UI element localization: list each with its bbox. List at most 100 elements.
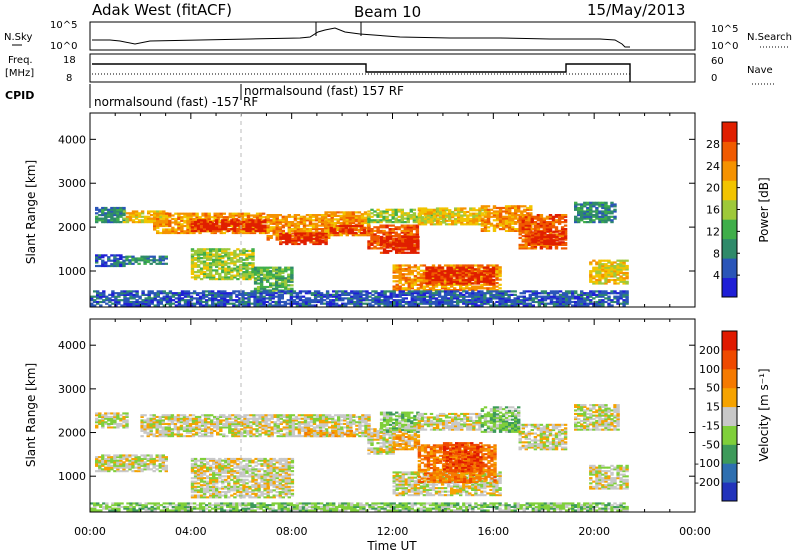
power-cell-band-4: [159, 221, 163, 224]
power-cell-band-11: [281, 284, 285, 287]
power-cell-band-2: [161, 259, 165, 262]
power-cell-band-23: [561, 293, 566, 296]
power-cell-band-23: [595, 293, 599, 296]
power-cell-band-21: [610, 212, 614, 215]
power-cell-band-23: [398, 299, 402, 302]
power-cell-band-6: [275, 238, 279, 241]
power-cell-band-9: [332, 231, 336, 235]
power-cell-band-10: [230, 251, 234, 254]
power-cell-band-4: [162, 221, 166, 224]
power-cell-band-2: [164, 255, 168, 258]
power-cell-band-5: [221, 221, 225, 224]
power-cell-band-4: [165, 214, 169, 217]
power-cell-band-23: [425, 292, 430, 295]
power-cell-band-17: [455, 273, 459, 276]
power-cell-band-5: [193, 222, 198, 225]
power-cell-band-5: [233, 219, 237, 222]
power-cell-band-21: [583, 212, 587, 215]
power-cell-band-23: [295, 297, 300, 300]
power-cell-band-14: [412, 221, 417, 224]
power-cell-band-23: [247, 299, 251, 302]
power-cell-band-6: [266, 228, 270, 231]
power-cell-band-23: [253, 297, 257, 300]
power-cell-band-18: [501, 219, 506, 222]
power-cell-band-20: [537, 242, 541, 246]
power-cell-band-5: [190, 228, 195, 231]
power-cell-band-19: [539, 226, 544, 229]
power-cell-band-23: [177, 293, 182, 296]
power-cell-band-16: [443, 264, 448, 267]
power-cell-band-17: [437, 266, 441, 269]
power-cell-band-23: [93, 299, 97, 302]
power-cell-band-18: [486, 229, 491, 232]
power-cell-band-23: [604, 290, 608, 293]
power-cell-band-20: [534, 242, 538, 246]
power-cell-band-14: [397, 208, 401, 211]
power-cell-band-14: [385, 210, 389, 213]
power-cell-band-23: [555, 299, 560, 302]
power-cell-band-10: [245, 272, 249, 275]
power-cell-band-13: [382, 242, 387, 246]
power-cell-band-22: [589, 261, 593, 264]
power-cell-band-8: [354, 223, 359, 226]
power-cell-band-23: [413, 292, 418, 295]
power-cell-band-23: [335, 302, 339, 305]
power-cell-band-8: [351, 213, 356, 216]
power-cell-band-23: [150, 297, 154, 300]
power-cell-band-1: [113, 254, 117, 257]
power-cell-band-20: [543, 237, 547, 240]
power-cell-band-13: [416, 235, 420, 239]
power-cell-band-19: [551, 224, 556, 227]
power-cell-band-23: [168, 302, 173, 305]
power-cell-band-23: [368, 302, 372, 305]
power-cell-band-18: [483, 210, 488, 213]
power-cell-band-23: [114, 302, 118, 305]
power-cell-band-21: [583, 215, 587, 218]
power-cell-band-6: [299, 219, 304, 222]
power-cell-band-5: [215, 219, 219, 222]
power-cell-band-22: [610, 273, 614, 276]
power-cell-band-23: [371, 293, 375, 296]
power-cell-band-11: [262, 268, 267, 271]
power-cell-band-23: [589, 295, 593, 298]
power-cell-band-22: [607, 261, 611, 264]
power-cell-band-13: [401, 239, 405, 242]
power-cell-band-8: [345, 232, 349, 235]
power-cell-band-16: [450, 273, 454, 276]
power-cell-band-15: [460, 223, 464, 226]
power-cell-band-23: [217, 299, 221, 302]
power-cell-band-23: [298, 295, 303, 298]
power-cell-band-4: [180, 216, 184, 219]
power-cell-band-4: [210, 231, 214, 235]
power-cell-band-23: [114, 297, 118, 300]
power-cell-band-17: [479, 270, 484, 273]
power-cell-band-22: [589, 273, 593, 276]
power-cell-band-15: [441, 219, 446, 222]
power-cell-band-21: [592, 201, 596, 204]
power-cell-band-23: [386, 304, 390, 307]
power-cell-band-13: [401, 248, 405, 251]
power-cell-band-16: [398, 289, 402, 292]
power-cell-band-23: [362, 299, 366, 302]
power-cell-band-11: [278, 273, 282, 276]
power-cell-band-15: [457, 214, 461, 217]
power-cell-band-0: [113, 221, 117, 224]
power-cell-band-7: [291, 239, 295, 242]
power-cell-band-10: [206, 255, 210, 258]
power-cell-band-23: [111, 293, 115, 296]
power-cell-band-18: [504, 219, 509, 222]
power-cell-band-23: [531, 290, 535, 293]
power-cell-band-12: [391, 224, 395, 227]
power-cell-band-5: [248, 228, 252, 231]
power-cell-band-16: [431, 289, 436, 292]
power-cell-band-4: [189, 217, 193, 221]
power-cell-band-12: [400, 231, 404, 234]
power-cell-band-8: [330, 218, 334, 221]
power-cell-band-7: [318, 239, 322, 242]
power-cell-band-10: [245, 257, 249, 260]
power-cell-band-17: [449, 268, 453, 271]
power-cell-band-9: [341, 231, 345, 235]
power-cell-band-20: [531, 232, 535, 235]
power-cell-band-23: [371, 300, 375, 304]
power-cell-band-6: [281, 231, 285, 234]
